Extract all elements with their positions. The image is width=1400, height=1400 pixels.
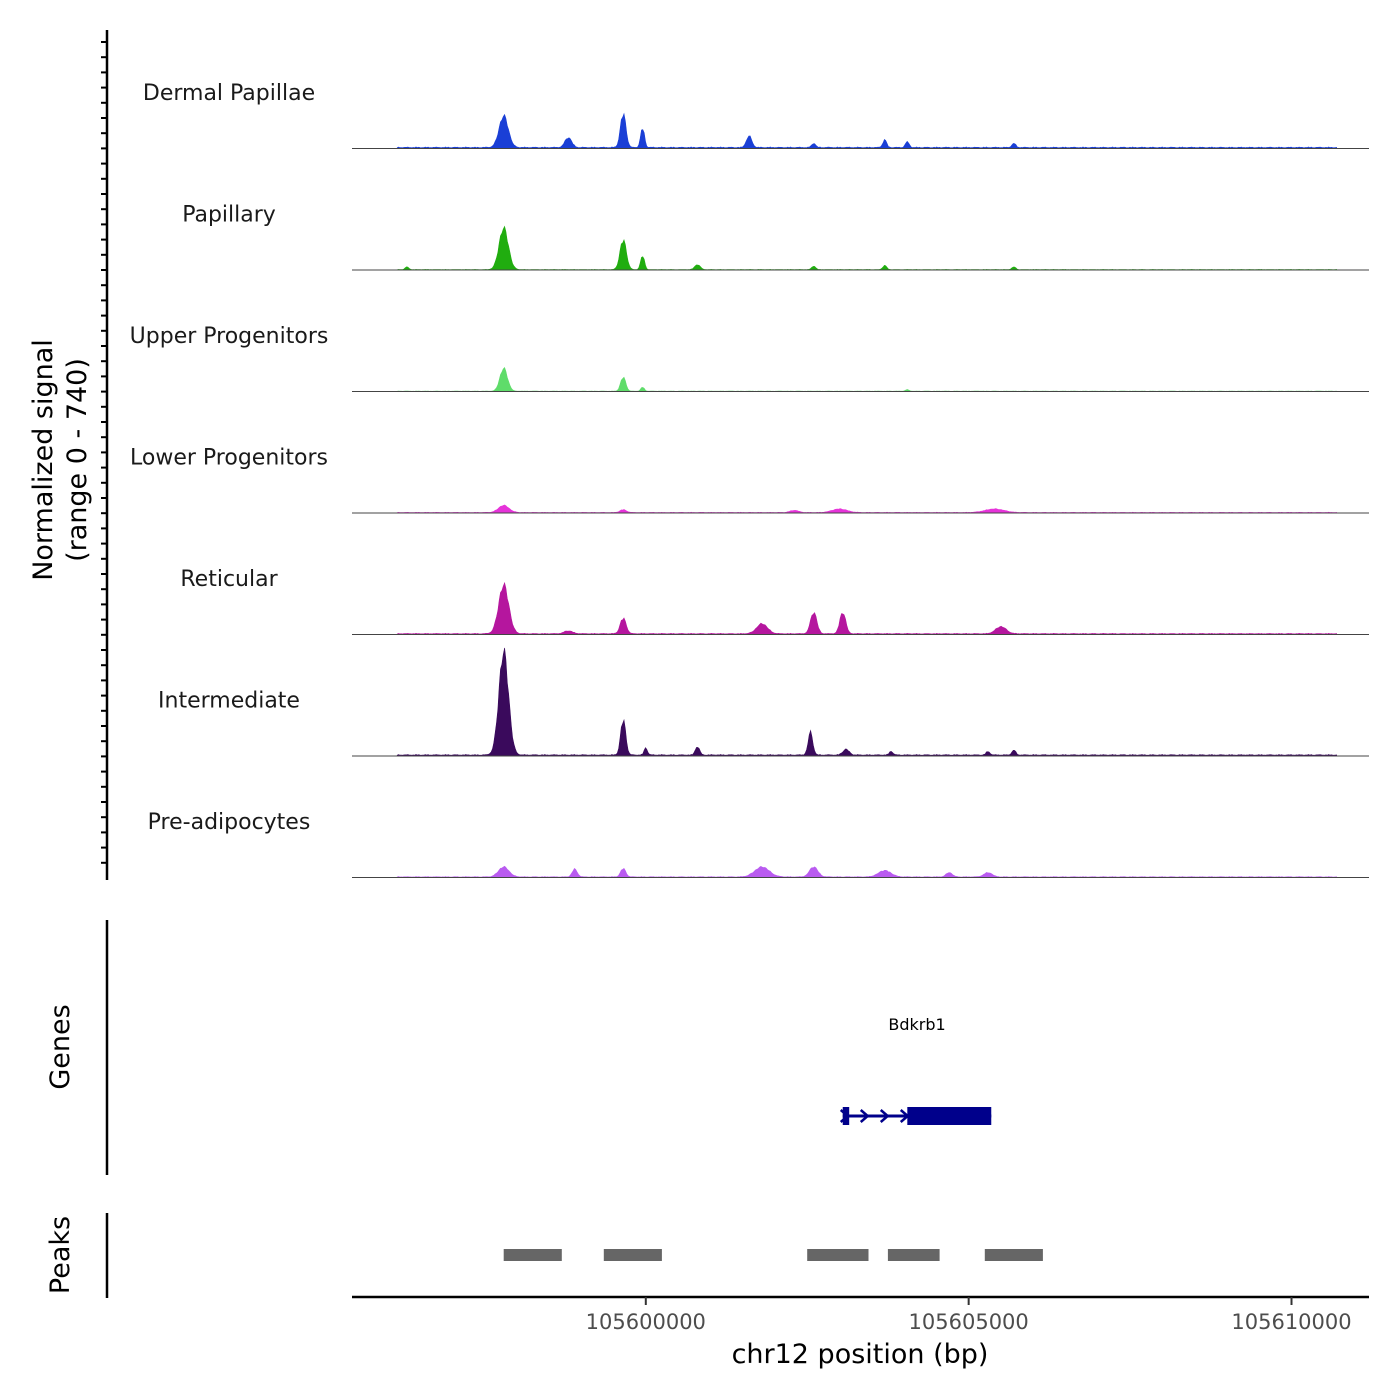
track-signal [396,225,1337,271]
x-axis-title: chr12 position (bp) [732,1339,989,1370]
gene-exon [907,1107,992,1125]
y-axis-title-line2: (range 0 - 740) [62,358,93,562]
track-intermediate: Intermediate [158,647,1369,757]
track-label: Lower Progenitors [130,446,328,471]
track-signal [396,581,1337,635]
track-dermal-papillae: Dermal Papillae [143,81,1369,149]
track-label: Reticular [180,567,278,592]
track-upper-progenitors: Upper Progenitors [130,324,1369,392]
peak-regions [503,1249,1043,1261]
strand-arrow [839,1109,850,1123]
coverage-tracks: Dermal Papillae Papillary Upper Progenitor… [130,81,1369,878]
track-signal [396,504,1337,514]
peaks-panel-title: Peaks [45,1216,76,1294]
track-label: Upper Progenitors [130,324,329,349]
track-label: Pre-adipocytes [148,810,311,835]
y-axis-title: Normalized signal (range 0 - 740) [28,339,93,581]
x-tick-label: 105605000 [909,1310,1029,1334]
strand-arrow [859,1109,870,1123]
track-signal [396,112,1337,149]
x-tick-label: 105610000 [1231,1310,1351,1334]
track-label: Intermediate [158,689,300,714]
gene-bdkrb1: Bdkrb1 [839,1015,992,1125]
peak-region [807,1249,869,1261]
track-signal [396,865,1337,878]
track-reticular: Reticular [180,567,1369,635]
gene-label: Bdkrb1 [888,1015,945,1034]
peak-region [503,1249,562,1261]
track-signal [396,647,1337,757]
track-papillary: Papillary [182,203,1369,271]
track-lower-progenitors: Lower Progenitors [130,446,1369,514]
peak-region [603,1249,662,1261]
track-signal [396,367,1337,392]
gene-annotations: Bdkrb1 [839,1015,992,1125]
track-pre-adipocytes: Pre-adipocytes [148,810,1369,878]
coverage-y-ticks [101,41,107,864]
track-label: Dermal Papillae [143,81,315,106]
strand-arrow [879,1109,890,1123]
x-axis-ticks: 105600000 105605000 105610000 [586,1297,1352,1334]
peak-region [887,1249,940,1261]
strand-arrow [899,1109,910,1123]
genes-panel-title: Genes [45,1004,76,1089]
track-label: Papillary [182,203,276,228]
peak-region [984,1249,1043,1261]
x-tick-label: 105600000 [586,1310,706,1334]
y-axis-title-line1: Normalized signal [28,339,59,581]
